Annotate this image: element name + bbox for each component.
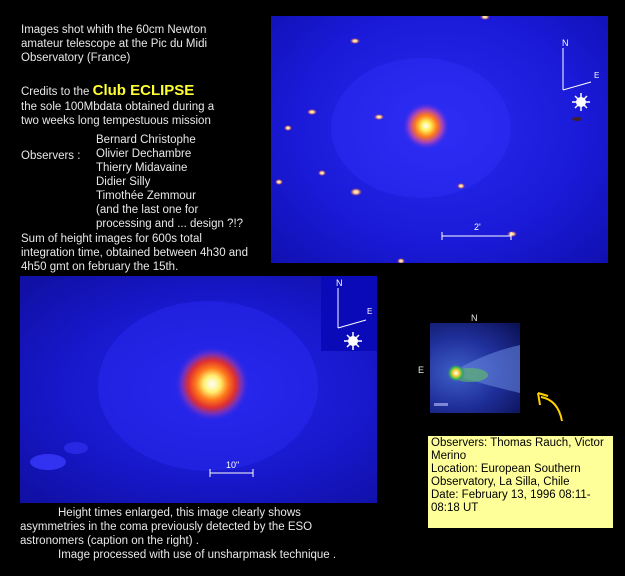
scale-label: 10" bbox=[226, 460, 239, 470]
bottom-caption-2: asymmetries in the coma previously detec… bbox=[20, 521, 313, 533]
eso-north-label: N bbox=[471, 313, 478, 323]
star bbox=[374, 114, 384, 120]
comet-wide-svg: 2' N E bbox=[275, 16, 599, 263]
eso-caption-observers: Observers: Thomas Rauch, Victor Merino bbox=[431, 437, 604, 462]
observer-name: Timothée Zemmour bbox=[96, 190, 196, 202]
eso-logo bbox=[434, 403, 448, 406]
north-label: N bbox=[336, 278, 343, 288]
observers-label: Observers : bbox=[21, 150, 81, 162]
sum-line-3: 4h50 gmt on february the 15th. bbox=[21, 261, 179, 273]
observer-name: Bernard Christophe bbox=[96, 134, 196, 146]
star bbox=[350, 188, 362, 196]
star bbox=[572, 117, 582, 121]
star bbox=[275, 179, 283, 185]
star bbox=[284, 125, 292, 131]
faint-object bbox=[64, 442, 88, 454]
sun-icon bbox=[344, 332, 362, 350]
bottom-caption-3: astronomers (caption on the right) . bbox=[20, 535, 199, 547]
star bbox=[480, 16, 490, 20]
eso-comet-image bbox=[430, 323, 520, 413]
observer-name: Olivier Dechambre bbox=[96, 148, 192, 160]
faint-object bbox=[30, 454, 66, 470]
east-label: E bbox=[594, 71, 599, 80]
credits-line-3: two weeks long tempestuous mission bbox=[21, 115, 211, 127]
observers-note-2: processing and ... design ?!? bbox=[96, 218, 244, 230]
sun-icon bbox=[572, 93, 590, 111]
eso-caption-location: Location: European Southern Observatory,… bbox=[431, 463, 581, 488]
intro-line-2: amateur telescope at the Pic du Midi bbox=[21, 38, 208, 50]
east-arrow bbox=[337, 319, 367, 329]
star bbox=[350, 38, 360, 44]
comet-nucleus bbox=[402, 102, 450, 150]
eso-caption: Observers: Thomas Rauch, Victor Merino L… bbox=[428, 436, 613, 528]
eso-caption-date: Date: February 13, 1996 08:11-08:18 UT bbox=[431, 489, 591, 514]
star bbox=[457, 183, 465, 189]
credits-line-2: the sole 100Mbdata obtained during a bbox=[21, 101, 215, 113]
curved-arrow-icon bbox=[540, 396, 563, 422]
sum-line-1: Sum of height images for 600s total bbox=[21, 233, 202, 245]
comet-tail bbox=[454, 345, 520, 393]
arrow-head bbox=[537, 392, 549, 406]
observer-name: Thierry Midavaine bbox=[96, 162, 188, 174]
credits-line: Credits to the Club ECLIPSE bbox=[21, 82, 195, 100]
comet-nucleus bbox=[174, 346, 250, 422]
eso-comet-svg bbox=[434, 345, 520, 406]
observer-name: Didier Silly bbox=[96, 176, 151, 188]
scale-label: 2' bbox=[474, 222, 481, 232]
bottom-caption-1: Height times enlarged, this image clearl… bbox=[58, 507, 301, 519]
comet-image-wide: 2' N E bbox=[271, 16, 608, 263]
credits-prefix: Credits to the bbox=[21, 86, 90, 98]
east-label: E bbox=[367, 307, 372, 316]
star bbox=[318, 170, 326, 176]
eso-east-label: E bbox=[418, 365, 425, 375]
comet-nucleus bbox=[447, 364, 465, 382]
star bbox=[307, 109, 317, 115]
observers-note-1: (and the last one for bbox=[96, 204, 199, 216]
intro-line-3: Observatory (France) bbox=[21, 52, 131, 64]
comet-image-enlarged: 10" N E bbox=[20, 276, 377, 503]
star bbox=[397, 258, 405, 263]
intro-line-1: Images shot whith the 60cm Newton bbox=[21, 24, 207, 36]
comet-enlarged-svg: 10" N E bbox=[30, 276, 377, 477]
sum-line-2: integration time, obtained between 4h30 … bbox=[21, 247, 248, 259]
bottom-caption-4: Image processed with use of unsharpmask … bbox=[58, 549, 337, 561]
north-label: N bbox=[562, 38, 569, 48]
club-name: Club ECLIPSE bbox=[92, 82, 195, 99]
east-arrow bbox=[562, 81, 592, 91]
